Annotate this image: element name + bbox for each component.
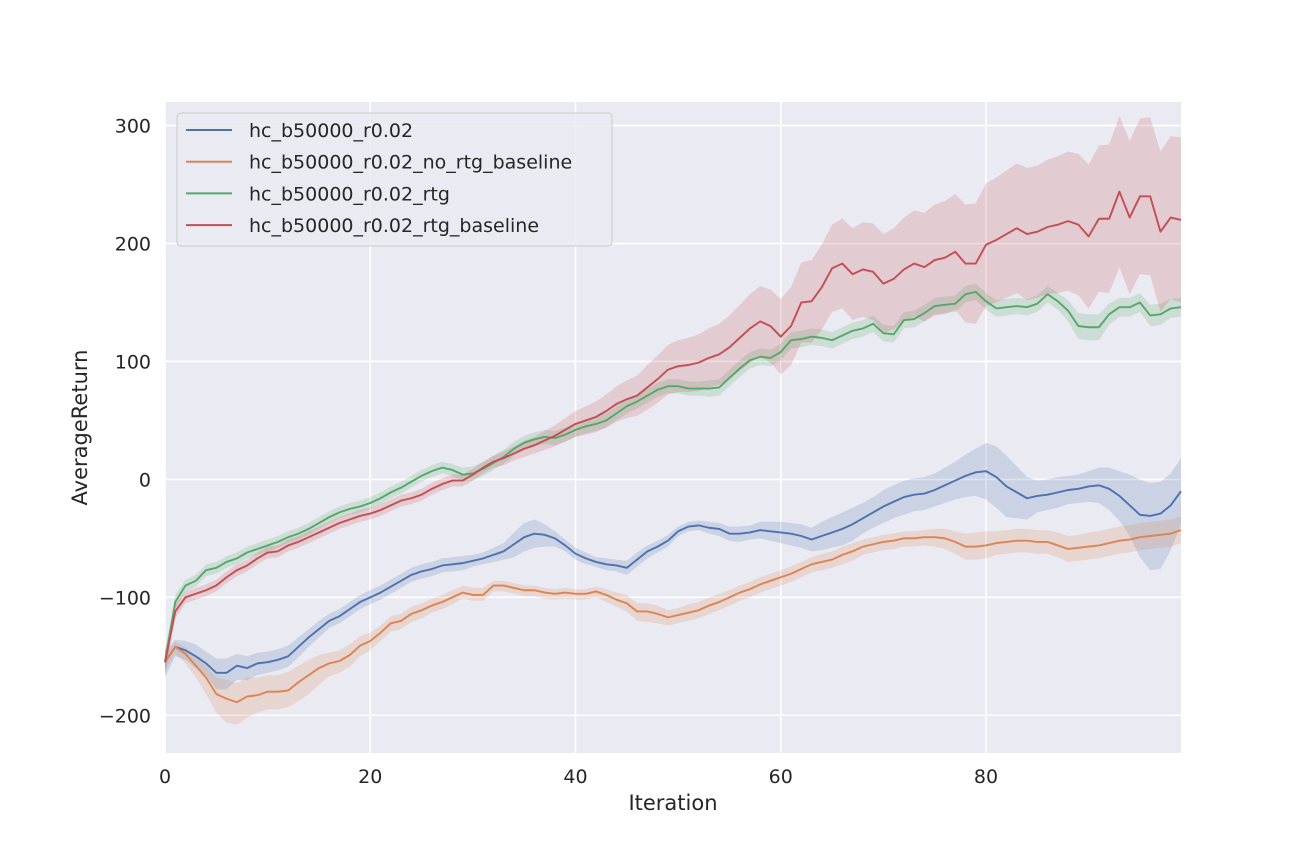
confidence-band-1 <box>165 442 1181 690</box>
y-tick-label: 0 <box>139 469 151 491</box>
confidence-band-2 <box>165 515 1181 725</box>
x-tick-label: 0 <box>159 766 171 788</box>
series-line-3 <box>164 290 1182 663</box>
legend-frame <box>176 112 613 247</box>
legend-label: hc_b50000_r0.02_no_rtg_baseline <box>249 152 572 174</box>
confidence-band-4 <box>165 116 1181 674</box>
series-line-4 <box>164 190 1182 663</box>
y-tick-label: 100 <box>115 351 151 373</box>
series-lines <box>164 190 1182 704</box>
legend: hc_b50000_r0.02 hc_b50000_r0.02_no_rtg_ba… <box>176 112 613 247</box>
confidence-band-3 <box>165 283 1181 674</box>
y-tick-label: −200 <box>99 705 151 727</box>
x-axis-label: Iteration <box>628 791 717 815</box>
x-tick-label: 40 <box>563 766 587 788</box>
y-tick-label: 300 <box>115 116 151 138</box>
y-axis-label: AverageReturn <box>68 350 92 506</box>
legend-label: hc_b50000_r0.02 <box>249 120 413 142</box>
x-tick-label: 80 <box>974 766 998 788</box>
series-line-1 <box>164 470 1182 674</box>
confidence-bands <box>165 116 1181 725</box>
series-line-2 <box>164 529 1182 704</box>
y-tick-labels: −200 −100 0 100 200 300 <box>99 116 151 728</box>
legend-label: hc_b50000_r0.02_rtg <box>249 183 450 205</box>
x-tick-label: 20 <box>358 766 382 788</box>
legend-label: hc_b50000_r0.02_rtg_baseline <box>249 215 539 237</box>
y-tick-label: 200 <box>115 234 151 256</box>
x-tick-label: 60 <box>769 766 793 788</box>
y-tick-label: −100 <box>99 587 151 609</box>
x-tick-labels: 0 20 40 60 80 <box>159 766 998 788</box>
